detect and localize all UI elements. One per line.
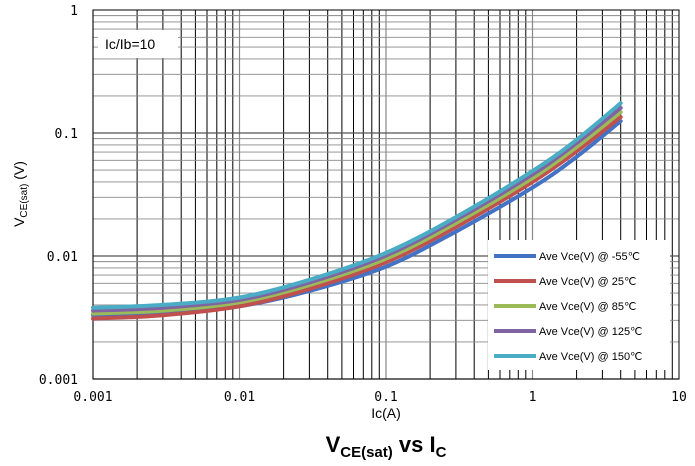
title-mid: vs I: [393, 432, 436, 457]
x-axis-label: Ic(A): [371, 405, 401, 421]
x-tick-label: 0.1: [374, 390, 397, 405]
annotation-text: Ic/Ib=10: [105, 36, 155, 52]
legend-label-2: Ave Vce(V) @ 85℃: [539, 301, 636, 313]
y-axis-label-main: V: [11, 217, 27, 227]
legend-label-3: Ave Vce(V) @ 125℃: [539, 326, 642, 338]
x-tick-label: 0.001: [73, 390, 112, 405]
series-line-4: [91, 101, 623, 310]
y-axis-label: VCE(sat) (V): [11, 161, 30, 227]
annotation-box: Ic/Ib=10: [98, 30, 178, 58]
x-tick-labels: 0.001 0.01 0.1 1 10: [73, 390, 686, 405]
series-line-2: [91, 110, 623, 316]
legend-label-0: Ave Vce(V) @ -55℃: [539, 251, 640, 263]
plot-frame: [92, 9, 680, 380]
legend-label-1: Ave Vce(V) @ 25℃: [539, 276, 636, 288]
y-tick-label: 1: [70, 4, 78, 19]
x-tick-label: 10: [671, 390, 687, 405]
series-layer: [91, 101, 623, 321]
chart-title: VCE(sat) vs IC: [326, 432, 447, 461]
y-tick-label: 0.01: [47, 250, 78, 265]
legend-label-4: Ave Vce(V) @ 150℃: [539, 351, 642, 363]
y-tick-labels: 0.001 0.01 0.1 1: [39, 4, 78, 388]
legend: Ave Vce(V) @ -55℃ Ave Vce(V) @ 25℃ Ave Vce…: [488, 240, 670, 370]
series-line-3: [91, 105, 623, 313]
y-axis-label-unit: (V): [11, 161, 27, 184]
y-axis-label-sub: CE(sat): [19, 184, 30, 218]
title-i-sub: C: [436, 444, 447, 461]
y-tick-label: 0.1: [55, 127, 78, 142]
y-tick-label: 0.001: [39, 373, 78, 388]
x-tick-label: 0.01: [224, 390, 255, 405]
title-v: V: [326, 432, 341, 457]
series-line-1: [91, 115, 623, 321]
x-tick-label: 1: [529, 390, 537, 405]
title-v-sub: CE(sat): [340, 444, 393, 461]
annotation-background: [98, 30, 178, 58]
